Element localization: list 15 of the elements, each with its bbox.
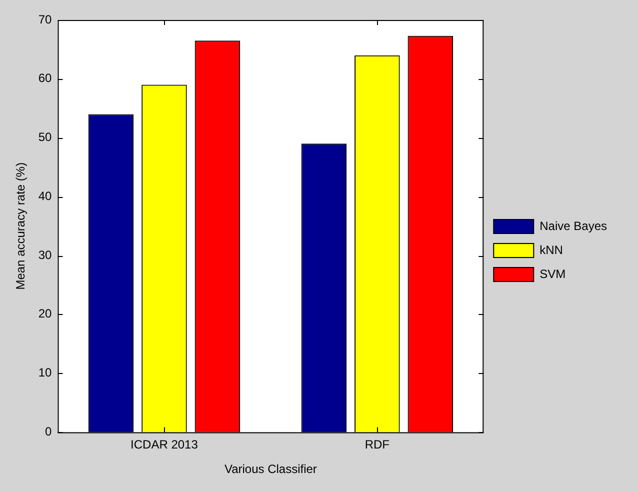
x-axis-title: Various Classifier	[224, 462, 317, 476]
legend-label: Naive Bayes	[540, 218, 608, 233]
y-tick-label: 50	[38, 130, 52, 144]
y-tick-label: 0	[45, 424, 52, 439]
legend-label: SVM	[540, 266, 566, 281]
y-tick-label: 20	[38, 306, 52, 321]
y-axis-title: Mean accuracy rate (%)	[14, 162, 28, 290]
x-tick-label: RDF	[364, 438, 390, 452]
legend-label: kNN	[540, 242, 563, 257]
x-tick-label: ICDAR 2013	[130, 438, 198, 452]
y-tick-label: 40	[38, 188, 52, 203]
y-tick-label: 70	[38, 12, 52, 26]
y-tick-label: 30	[38, 248, 52, 262]
y-tick-label: 10	[38, 366, 52, 380]
y-tick-label: 60	[38, 71, 52, 86]
